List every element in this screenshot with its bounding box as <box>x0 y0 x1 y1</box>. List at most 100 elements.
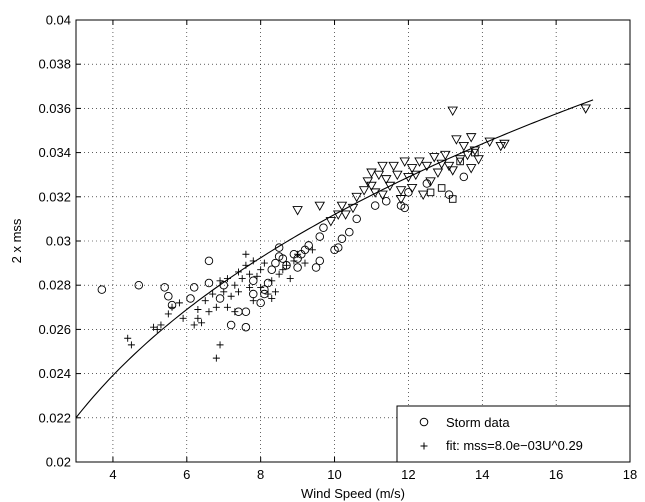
circle-point <box>282 261 291 270</box>
plus-point <box>194 314 202 322</box>
plus-point <box>294 250 302 258</box>
plus-point <box>249 297 257 305</box>
circle-point <box>226 320 236 330</box>
circle-point <box>189 283 199 292</box>
y-tick-label: 0.036 <box>38 101 71 116</box>
plus-point <box>198 319 206 327</box>
x-tick-label: 18 <box>623 467 637 482</box>
plus-point <box>271 288 279 296</box>
plus-point <box>246 283 254 291</box>
plus-point <box>190 321 198 329</box>
triangle-point <box>336 201 348 212</box>
x-tick-label: 6 <box>183 467 190 482</box>
triangle-point <box>366 168 377 178</box>
triangle-point <box>314 201 326 212</box>
square-point <box>448 195 457 203</box>
triangle-point <box>425 177 436 187</box>
plus-point <box>283 261 291 269</box>
triangle-point <box>580 104 591 114</box>
plus-point <box>264 290 272 298</box>
y-tick-label: 0.04 <box>46 13 71 28</box>
triangle-point <box>447 166 458 176</box>
triangle-point <box>465 164 477 174</box>
circle-point <box>274 243 284 252</box>
circle-point <box>97 285 107 294</box>
plus-point <box>127 341 135 349</box>
triangle-point <box>458 142 470 152</box>
plus-point <box>150 323 158 331</box>
circle-point <box>381 196 391 206</box>
plus-point <box>220 288 228 296</box>
triangle-point <box>380 175 392 185</box>
triangle-point <box>499 139 510 150</box>
plus-point <box>279 266 287 274</box>
circle-point <box>319 223 328 232</box>
y-tick-label: 0.032 <box>38 189 71 204</box>
plus-point <box>227 292 235 300</box>
plus-point <box>286 275 294 283</box>
legend-entry-storm-data: Storm data <box>446 415 510 430</box>
plus-point <box>194 306 202 314</box>
circle-point <box>311 263 321 272</box>
x-tick-label: 8 <box>257 467 264 482</box>
y-tick-label: 0.026 <box>38 322 71 337</box>
plus-point <box>235 288 243 296</box>
x-tick-label: 4 <box>109 467 116 482</box>
triangle-point <box>392 170 403 181</box>
y-tick-label: 0.022 <box>38 410 71 425</box>
plus-point <box>268 277 276 285</box>
circle-point <box>333 243 343 252</box>
y-axis-label: 2 x mss <box>9 218 24 263</box>
triangle-point <box>358 186 370 196</box>
triangle-point <box>292 206 303 216</box>
circle-point <box>352 214 361 224</box>
triangle-point <box>388 161 399 172</box>
legend: Storm data fit: mss=8.0e−03U^0.29 <box>396 405 631 463</box>
plus-point <box>301 259 309 267</box>
triangle-point <box>340 210 351 220</box>
square-point <box>456 157 464 166</box>
triangle-point <box>451 135 462 145</box>
circle-point <box>271 258 280 268</box>
plus-point <box>242 250 250 258</box>
y-tick-label: 0.02 <box>46 455 71 470</box>
circle-point <box>293 263 302 272</box>
triangle-point <box>369 188 381 198</box>
triangle-point <box>332 210 344 220</box>
plus-point <box>257 283 265 291</box>
x-tick-label: 14 <box>475 467 489 482</box>
circle-point <box>400 203 409 213</box>
plus-point <box>223 303 231 311</box>
circle-point <box>337 234 347 244</box>
circle-point <box>160 283 169 292</box>
triangle-point <box>366 181 377 192</box>
legend-box <box>396 405 631 463</box>
triangle-point <box>454 155 466 165</box>
triangle-point <box>384 181 396 192</box>
plus-point <box>205 308 213 316</box>
plus-point <box>268 294 276 302</box>
triangle-point <box>447 106 458 117</box>
circle-point <box>304 241 313 250</box>
triangle-point <box>432 168 444 178</box>
triangle-point <box>417 190 429 201</box>
y-tick-label: 0.028 <box>38 278 71 293</box>
triangle-point <box>325 217 337 227</box>
x-tick-label: 10 <box>327 467 341 482</box>
plus-point <box>257 266 265 274</box>
triangle-point <box>440 150 451 161</box>
circle-point <box>249 276 258 286</box>
circle-point <box>267 265 276 274</box>
circle-point <box>315 256 325 266</box>
triangle-point <box>421 161 433 172</box>
triangle-point <box>351 192 362 203</box>
square-point <box>471 148 479 157</box>
plot-area <box>75 99 594 419</box>
y-tick-label: 0.034 <box>38 145 71 160</box>
circle-point <box>215 294 225 303</box>
plus-point <box>238 275 246 283</box>
plus-point <box>124 334 132 342</box>
plus-point <box>231 281 239 289</box>
triangle-point <box>399 157 410 167</box>
